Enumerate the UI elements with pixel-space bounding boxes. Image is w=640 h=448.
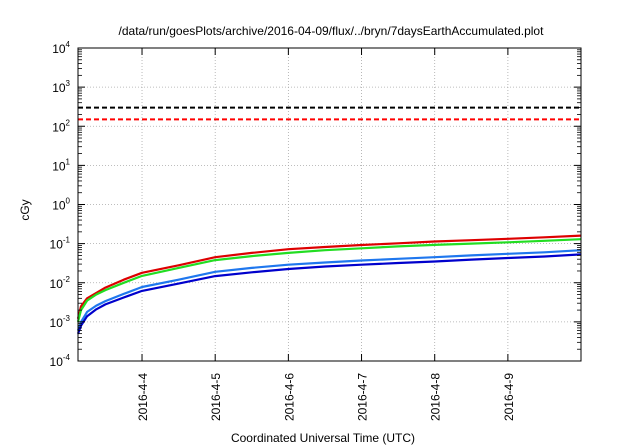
y-tick-label: 103 [52,79,70,95]
series-line [76,238,582,323]
y-axis: 10-4 10-3 10-2 10-1 100 101 102 103 104 [50,40,581,369]
y-axis-label: cGy [18,199,32,220]
threshold-lines [78,106,581,121]
x-tick-label: 2016-4-9 [502,373,516,421]
series-line [76,253,582,335]
series-group [76,234,582,335]
chart-title: /data/run/goesPlots/archive/2016-04-09/f… [119,24,545,38]
y-tick-label: 10-1 [50,236,71,252]
y-tick-label: 10-4 [50,353,71,369]
y-tick-label: 104 [52,40,70,56]
x-tick-label: 2016-4-4 [136,373,150,421]
series-line [76,234,582,320]
y-tick-label: 100 [52,197,70,213]
x-tick-label: 2016-4-7 [356,373,370,421]
y-tick-label: 10-2 [50,275,71,291]
x-axis: 2016-4-4 2016-4-5 2016-4-6 2016-4-7 2016-4-8… [136,48,516,421]
x-tick-label: 2016-4-8 [429,373,443,421]
y-tick-label: 101 [52,157,70,173]
x-tick-label: 2016-4-5 [209,373,223,421]
grid [78,48,581,361]
x-axis-label: Coordinated Universal Time (UTC) [231,431,415,445]
x-tick-label: 2016-4-6 [282,373,296,421]
y-tick-label: 10-3 [50,314,71,330]
y-tick-label: 102 [52,118,70,134]
series-line [76,249,582,331]
